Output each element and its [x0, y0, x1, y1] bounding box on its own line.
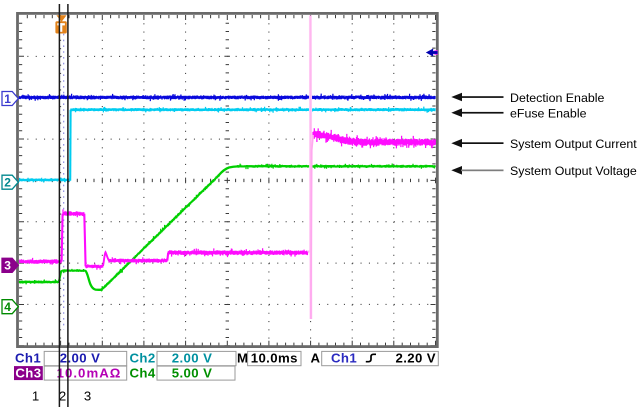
svg-text:System Output Current: System Output Current [510, 137, 637, 151]
svg-text:2: 2 [4, 176, 11, 190]
svg-text:10.0mAΩ: 10.0mAΩ [57, 365, 122, 380]
svg-text:Detection Enable: Detection Enable [510, 91, 604, 105]
svg-text:Ch4: Ch4 [130, 365, 156, 380]
svg-text:5.00 V: 5.00 V [172, 365, 213, 380]
svg-text:4: 4 [4, 300, 11, 314]
svg-text:Ch1: Ch1 [15, 351, 41, 366]
svg-text:3: 3 [4, 259, 11, 273]
svg-text:2.00 V: 2.00 V [60, 351, 101, 366]
svg-text:System Output Voltage: System Output Voltage [510, 164, 637, 178]
svg-text:Ch3: Ch3 [15, 365, 41, 380]
svg-text:2.00 V: 2.00 V [172, 351, 213, 366]
svg-text:M: M [237, 351, 248, 366]
svg-text:3: 3 [84, 388, 91, 403]
svg-text:Ch2: Ch2 [130, 351, 156, 366]
svg-text:Ch1: Ch1 [331, 351, 357, 366]
svg-text:1: 1 [32, 388, 39, 403]
svg-text:eFuse Enable: eFuse Enable [510, 107, 587, 121]
svg-text:1: 1 [4, 92, 11, 106]
svg-text:2: 2 [59, 388, 66, 403]
svg-text:10.0ms: 10.0ms [251, 351, 298, 366]
svg-text:2.20 V: 2.20 V [395, 351, 436, 366]
svg-text:A: A [311, 351, 321, 366]
